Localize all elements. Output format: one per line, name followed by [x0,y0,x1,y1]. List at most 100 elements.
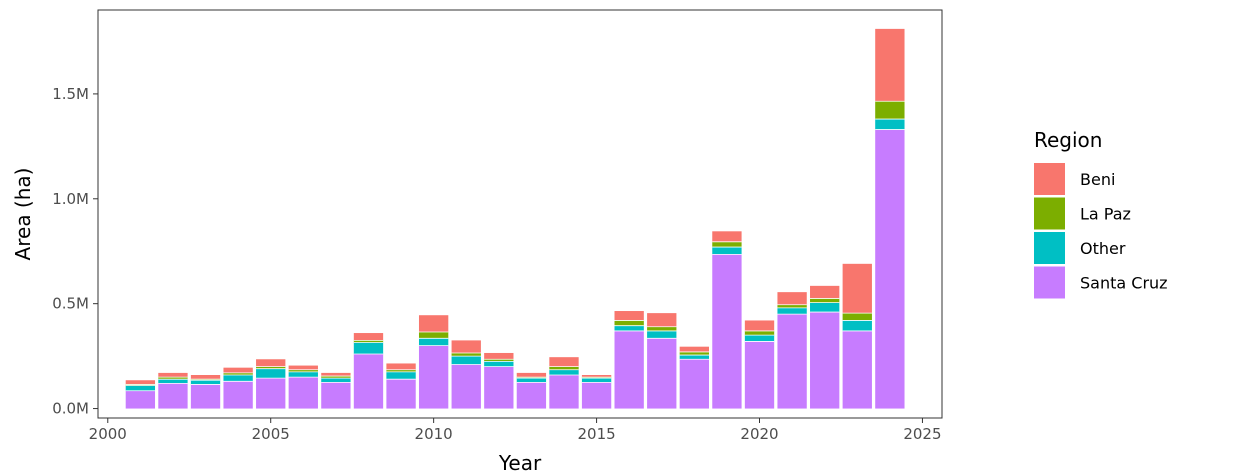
bar-beni-2010 [419,315,448,332]
bar-beni-2024 [875,29,904,101]
bar-beni-2023 [843,264,872,313]
bar-beni-2014 [549,357,578,366]
bar-beni-2008 [354,333,383,340]
bar-santa-cruz-2013 [517,382,546,408]
bar-la-paz-2014 [549,367,578,370]
bar-santa-cruz-2015 [582,382,611,408]
legend-label: Beni [1080,170,1115,189]
bar-la-paz-2021 [777,305,806,308]
bar-other-2004 [223,375,252,381]
bar-other-2001 [126,385,155,390]
bar-la-paz-2024 [875,101,904,119]
bar-other-2003 [191,380,220,384]
bar-other-2019 [712,247,741,254]
x-tick-label: 2025 [903,425,941,443]
bar-la-paz-2023 [843,313,872,320]
bar-other-2008 [354,342,383,354]
bar-beni-2006 [289,366,318,370]
legend-title: Region [1034,128,1102,152]
bar-beni-2009 [386,363,415,369]
bar-santa-cruz-2014 [549,375,578,409]
legend-label: Santa Cruz [1080,274,1168,293]
bar-other-2020 [745,335,774,341]
legend-label: La Paz [1080,205,1131,224]
bar-santa-cruz-2024 [875,130,904,409]
bar-santa-cruz-2016 [615,331,644,409]
bar-la-paz-2017 [647,327,676,331]
bar-santa-cruz-2004 [223,381,252,408]
bar-other-2022 [810,303,839,312]
legend-key-santa-cruz [1034,267,1065,299]
legend-label: Other [1080,239,1126,258]
bar-other-2015 [582,378,611,382]
bar-la-paz-2019 [712,242,741,247]
bar-santa-cruz-2009 [386,379,415,408]
bar-santa-cruz-2002 [158,383,187,408]
y-tick-label: 1.0M [52,190,89,208]
bar-beni-2016 [615,311,644,320]
y-tick-label: 1.5M [52,85,89,103]
bar-beni-2013 [517,373,546,377]
x-tick-label: 2020 [740,425,778,443]
x-tick-label: 2005 [252,425,290,443]
bar-other-2018 [680,355,709,359]
bar-santa-cruz-2003 [191,384,220,408]
bar-other-2013 [517,378,546,382]
bar-santa-cruz-2018 [680,359,709,408]
y-axis-title: Area (ha) [11,168,35,261]
bar-beni-2012 [484,353,513,359]
bar-other-2010 [419,338,448,345]
bar-other-2023 [843,320,872,330]
bar-santa-cruz-2021 [777,314,806,408]
bar-santa-cruz-2023 [843,331,872,409]
bar-other-2017 [647,331,676,338]
bar-santa-cruz-2012 [484,367,513,409]
bar-other-2009 [386,372,415,379]
bar-beni-2022 [810,286,839,299]
bar-santa-cruz-2017 [647,338,676,408]
bar-other-2005 [256,369,285,378]
bar-beni-2020 [745,320,774,330]
bar-la-paz-2020 [745,331,774,335]
legend-key-other [1034,232,1065,264]
bar-la-paz-2018 [680,352,709,355]
bar-other-2002 [158,379,187,383]
legend-key-la-paz [1034,198,1065,230]
x-axis-title: Year [498,451,542,474]
bar-beni-2005 [256,359,285,366]
bar-other-2021 [777,308,806,314]
bar-beni-2007 [321,373,350,376]
bar-santa-cruz-2001 [126,391,155,409]
bar-santa-cruz-2019 [712,254,741,408]
x-tick-label: 2000 [89,425,127,443]
bar-beni-2018 [680,347,709,352]
legend-key-beni [1034,163,1065,195]
bar-other-2016 [615,326,644,331]
bar-santa-cruz-2006 [289,377,318,408]
bar-santa-cruz-2008 [354,354,383,409]
bar-santa-cruz-2005 [256,378,285,408]
y-tick-label: 0.5M [52,295,89,313]
bar-beni-2002 [158,373,187,377]
bar-other-2007 [321,378,350,382]
bar-other-2014 [549,370,578,375]
bar-other-2012 [484,361,513,366]
bar-santa-cruz-2020 [745,341,774,408]
bar-santa-cruz-2010 [419,346,448,409]
bar-la-paz-2010 [419,332,448,338]
bar-other-2006 [289,372,318,377]
bar-beni-2021 [777,292,806,305]
bar-beni-2001 [126,380,155,384]
bar-santa-cruz-2007 [321,382,350,408]
bar-la-paz-2011 [452,353,481,356]
bar-beni-2019 [712,231,741,241]
bar-beni-2017 [647,313,676,327]
bar-other-2011 [452,356,481,364]
bar-la-paz-2016 [615,320,644,325]
bar-la-paz-2022 [810,298,839,302]
y-tick-label: 0.0M [52,400,89,418]
x-tick-label: 2015 [577,425,615,443]
bar-beni-2004 [223,368,252,373]
bar-beni-2003 [191,375,220,379]
